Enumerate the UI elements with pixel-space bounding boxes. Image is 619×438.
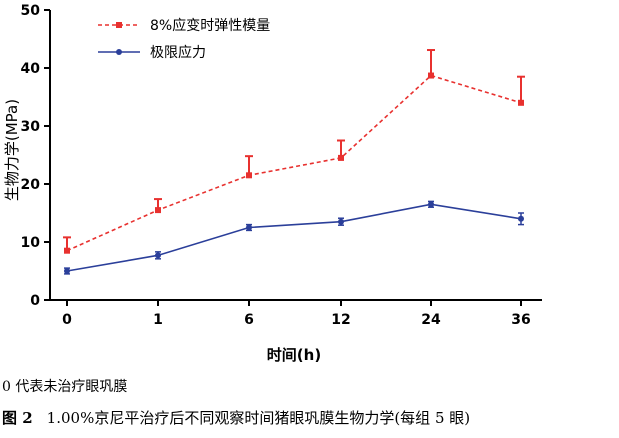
data-point — [246, 224, 252, 231]
series-line — [66, 74, 522, 252]
data-point — [518, 99, 524, 106]
data-point — [155, 207, 161, 214]
y-tick-label: 40 — [21, 61, 41, 77]
series-layer — [63, 49, 525, 275]
figure-caption: 图 2 1.00%京尼平治疗后不同观察时间猪眼巩膜生物力学(每组 5 眼) — [2, 407, 470, 428]
x-tick-label: 1 — [153, 312, 163, 328]
x-tick-label: 36 — [511, 312, 530, 328]
data-point — [64, 247, 70, 254]
y-tick-label: 30 — [21, 119, 41, 135]
data-point — [428, 72, 434, 79]
chart-note: 0 代表未治疗眼巩膜 — [2, 379, 128, 395]
x-tick-label: 0 — [62, 312, 72, 328]
data-point — [155, 252, 161, 259]
x-tick-label: 12 — [331, 312, 350, 328]
legend-marker — [116, 22, 122, 28]
legend-label: 极限应力 — [150, 44, 206, 61]
data-point — [64, 268, 70, 274]
figure-label: 图 2 — [2, 409, 33, 427]
legend-marker — [116, 49, 122, 55]
legend-item: 极限应力 — [98, 44, 206, 61]
y-tick-label: 20 — [21, 177, 41, 193]
y-tick-label: 10 — [21, 235, 41, 251]
series-line — [66, 203, 522, 272]
data-point — [338, 218, 344, 225]
legend-label: 8%应变时弹性模量 — [150, 17, 270, 34]
series-2 — [64, 200, 524, 275]
y-tick-label: 0 — [30, 293, 40, 309]
x-axis-label: 时间(h) — [267, 346, 321, 364]
axes: 0 10 20 30 40 50 0 1 6 12 24 36 — [21, 3, 542, 328]
data-point — [428, 201, 434, 208]
series-1 — [63, 49, 525, 254]
x-tick-label: 6 — [244, 312, 254, 328]
caption-text: 1.00%京尼平治疗后不同观察时间猪眼巩膜生物力学(每组 5 眼) — [46, 409, 471, 427]
data-point — [518, 215, 524, 222]
legend-item: 8%应变时弹性模量 — [98, 17, 270, 34]
y-axis-label: 生物力学(MPa) — [3, 99, 21, 201]
x-tick-label: 24 — [421, 312, 441, 328]
data-point — [338, 154, 344, 161]
y-tick-label: 50 — [21, 3, 41, 19]
data-point — [246, 172, 252, 179]
